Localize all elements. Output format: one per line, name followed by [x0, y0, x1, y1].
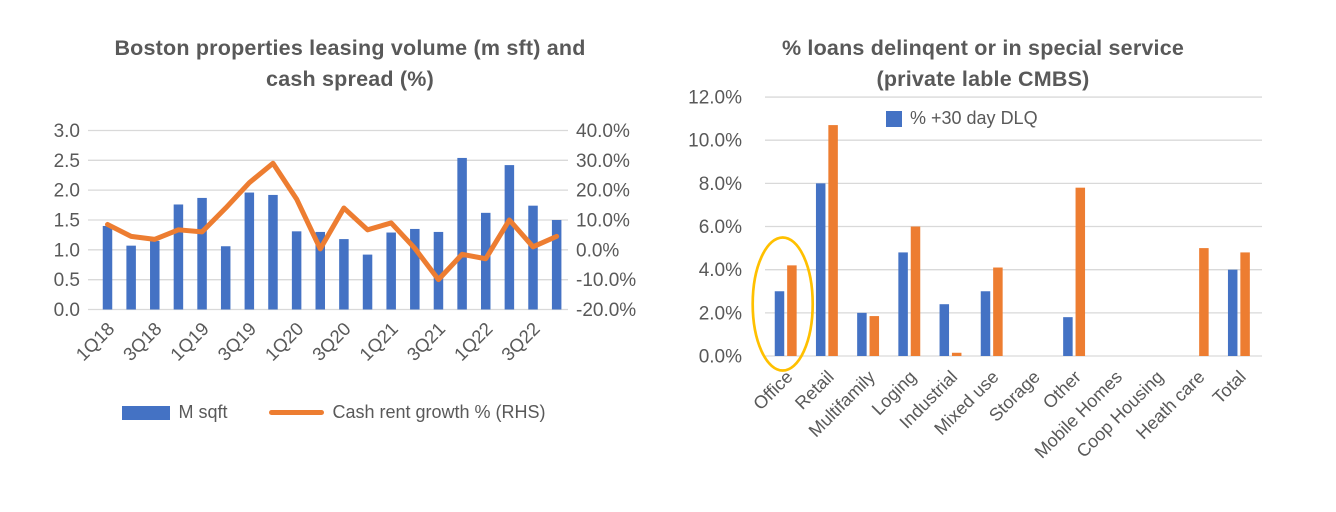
left-axis-tick-label: 2.0 — [54, 181, 80, 202]
bar-m-sqft — [551, 219, 562, 310]
category-label: Office — [749, 367, 796, 414]
right-chart-title-line1: % loans delinqent or in special service — [781, 36, 1185, 60]
x-axis-tick-label: 3Q21 — [402, 318, 449, 365]
category-label: Total — [1209, 367, 1250, 408]
left-chart-title-line1: Boston properties leasing volume (m sft)… — [114, 36, 586, 60]
y-axis-tick-label: 10.0% — [688, 131, 742, 152]
right-axis-tick-label: 0.0% — [576, 240, 619, 261]
bar-m-sqft — [433, 231, 444, 310]
bar-m-sqft — [457, 157, 467, 310]
bar-m-sqft — [339, 239, 349, 310]
bar-dlq — [1227, 269, 1238, 356]
highlight-ellipse — [751, 236, 815, 372]
bar-special-service — [951, 352, 962, 356]
bar-m-sqft — [315, 231, 326, 310]
y-axis-tick-label: 12.0% — [688, 88, 742, 109]
bar-special-service — [828, 125, 838, 357]
x-axis-tick-label: 3Q19 — [213, 318, 260, 365]
bar-special-service — [993, 267, 1003, 356]
x-axis-tick-label: 1Q22 — [450, 318, 497, 365]
legend-label-dlq: % +30 day DLQ — [910, 108, 1038, 128]
x-axis-tick-label: 1Q18 — [71, 318, 118, 365]
right-chart-legend: % +30 day DLQ — [886, 108, 1038, 129]
right-chart-title: % loans delinqent or in special service … — [700, 33, 1266, 95]
left-chart-title-line2: cash spread (%) — [266, 67, 434, 91]
bar-dlq — [1063, 317, 1073, 356]
x-axis-tick-label: 1Q19 — [166, 318, 213, 365]
left-axis-tick-label: 1.5 — [54, 210, 80, 231]
bar-m-sqft — [197, 197, 207, 310]
square-swatch-icon — [886, 110, 902, 127]
right-axis-tick-label: 40.0% — [576, 121, 630, 142]
bar-m-sqft — [173, 204, 184, 310]
bar-dlq — [898, 252, 908, 356]
cash-rent-growth-line — [105, 160, 560, 283]
left-axis-tick-label: 3.0 — [54, 121, 80, 142]
left-chart: 3.0 40.0% 2.5 30.0% 2.0 20.0% 1.5 10.0% 1.0 0.0% 0… — [54, 121, 637, 365]
x-axis-tick-label: 3Q18 — [119, 318, 166, 365]
bar-dlq — [939, 304, 950, 356]
y-axis-tick-label: 4.0% — [699, 260, 742, 281]
y-axis-tick-label: 2.0% — [699, 303, 742, 324]
legend-item-cash-rent: Cash rent growth % (RHS) — [269, 402, 546, 423]
bar-m-sqft — [126, 245, 136, 310]
bar-special-service — [869, 316, 880, 356]
legend-label-cash-rent: Cash rent growth % (RHS) — [332, 402, 546, 422]
bar-special-service — [1075, 187, 1086, 356]
right-chart: 12.0%10.0%8.0%6.0%4.0%2.0%0.0%OfficeReta… — [688, 88, 1262, 462]
y-axis-tick-label: 8.0% — [699, 174, 742, 195]
bar-m-sqft — [410, 228, 420, 310]
right-axis-tick-label: -20.0% — [576, 300, 636, 321]
bar-swatch-icon — [122, 405, 171, 420]
x-axis-tick-label: 3Q20 — [308, 318, 355, 365]
line-swatch-icon — [269, 410, 325, 415]
left-axis-tick-label: 0.5 — [54, 270, 80, 291]
left-axis-tick-label: 1.0 — [54, 240, 80, 261]
right-chart-title-line2: (private lable CMBS) — [876, 67, 1090, 91]
bar-special-service — [910, 226, 921, 356]
x-axis-tick-label: 3Q22 — [497, 318, 544, 365]
y-axis-tick-label: 0.0% — [699, 347, 742, 368]
bar-special-service — [787, 265, 797, 356]
legend-label-m-sqft: M sqft — [178, 402, 228, 422]
bar-m-sqft — [244, 192, 255, 310]
bar-m-sqft — [150, 240, 160, 310]
left-chart-title: Boston properties leasing volume (m sft)… — [40, 33, 660, 95]
bar-m-sqft — [528, 205, 538, 310]
right-axis-tick-label: 30.0% — [576, 151, 630, 172]
bar-special-service — [1240, 252, 1250, 356]
bar-m-sqft — [504, 165, 515, 310]
left-axis-tick-label: 2.5 — [54, 151, 80, 172]
bar-special-service — [1199, 248, 1209, 356]
right-axis-tick-label: -10.0% — [576, 270, 636, 291]
legend-item-m-sqft: M sqft — [122, 402, 227, 423]
bar-m-sqft — [362, 254, 373, 310]
bar-dlq — [774, 291, 785, 356]
bar-dlq — [980, 291, 991, 356]
bar-m-sqft — [102, 225, 113, 310]
bar-dlq — [857, 312, 867, 356]
bar-m-sqft — [291, 231, 302, 310]
right-axis-tick-label: 20.0% — [576, 181, 630, 202]
bar-m-sqft — [386, 232, 396, 310]
left-axis-tick-label: 0.0 — [54, 300, 80, 321]
bar-m-sqft — [220, 246, 231, 310]
legend-item-dlq: % +30 day DLQ — [886, 108, 1038, 129]
x-axis-tick-label: 1Q20 — [261, 318, 308, 365]
y-axis-tick-label: 6.0% — [699, 217, 742, 238]
bar-m-sqft — [268, 194, 278, 310]
left-chart-legend: M sqft Cash rent growth % (RHS) — [0, 402, 668, 423]
bar-dlq — [815, 183, 826, 356]
right-axis-tick-label: 10.0% — [576, 210, 630, 231]
x-axis-tick-label: 1Q21 — [355, 318, 402, 365]
